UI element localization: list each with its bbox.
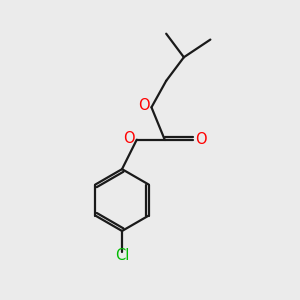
Text: O: O [195,132,207,147]
Text: O: O [138,98,150,113]
Text: Cl: Cl [115,248,129,263]
Text: O: O [123,131,134,146]
